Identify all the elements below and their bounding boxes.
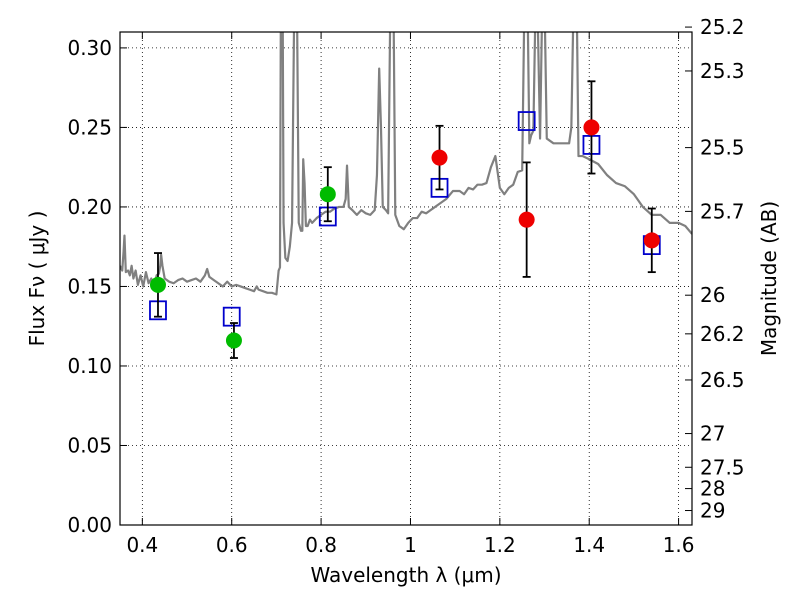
y-tick-label: 0.20 — [67, 195, 112, 219]
magnitude-tick-label: 27.5 — [700, 455, 745, 479]
model-photometry-boxes — [149, 111, 661, 327]
sed-line — [120, 32, 692, 296]
optical-point — [225, 332, 242, 349]
grid-lines — [120, 32, 692, 526]
optical-point — [319, 186, 336, 203]
y-tick-label: 0.00 — [67, 513, 112, 537]
x-tick-label: 1.2 — [484, 533, 516, 557]
sed-model-spectrum — [120, 32, 692, 296]
nir-point — [583, 119, 600, 136]
magnitude-tick-label: 29 — [700, 499, 725, 523]
nir-point — [431, 149, 448, 166]
optical-point — [149, 276, 166, 293]
magnitude-tick-label: 25.5 — [700, 136, 745, 160]
magnitude-tick-label: 25.7 — [700, 199, 745, 223]
magnitude-tick-label: 26.5 — [700, 368, 745, 392]
model-box — [517, 111, 536, 131]
x-axis-label: Wavelength λ (μm) — [310, 563, 501, 587]
magnitude-tick-label: 27 — [700, 422, 725, 446]
nir-point — [643, 232, 660, 249]
y-tick-label: 0.05 — [67, 433, 112, 457]
magnitude-tick-label: 25.3 — [700, 59, 745, 83]
y-tick-label: 0.15 — [67, 274, 112, 298]
x-tick-label: 1.6 — [663, 533, 695, 557]
magnitude-tick-label: 26 — [700, 283, 725, 307]
y-tick-labels: 0.00 0.05 0.10 0.15 0.20 0.25 0.30 — [67, 36, 112, 537]
error-bars — [153, 80, 656, 359]
x-tick-label: 0.4 — [126, 533, 158, 557]
x-tick-label: 1.4 — [573, 533, 605, 557]
x-tick-labels: 0.4 0.6 0.8 1 1.2 1.4 1.6 — [126, 533, 694, 557]
observed-photometry-points — [149, 119, 660, 349]
magnitude-tick-label: 25.2 — [700, 15, 745, 39]
model-box — [222, 306, 241, 327]
x-tick-label: 0.8 — [305, 533, 337, 557]
nir-point — [518, 211, 535, 228]
y-tick-label: 0.30 — [67, 36, 112, 60]
right-axis-label: Magnitude (AB) — [757, 201, 781, 356]
y-axis-label: Flux Fν ( μJy ) — [25, 211, 49, 347]
magnitude-tick-label: 26.2 — [700, 322, 745, 346]
x-tick-label: 1 — [404, 533, 417, 557]
y-tick-label: 0.10 — [67, 354, 112, 378]
x-tick-label: 0.6 — [216, 533, 248, 557]
axis-ticks — [120, 26, 692, 526]
magnitude-tick-label: 28 — [700, 477, 725, 501]
plot-frame — [119, 31, 693, 526]
y-tick-label: 0.25 — [67, 115, 112, 139]
